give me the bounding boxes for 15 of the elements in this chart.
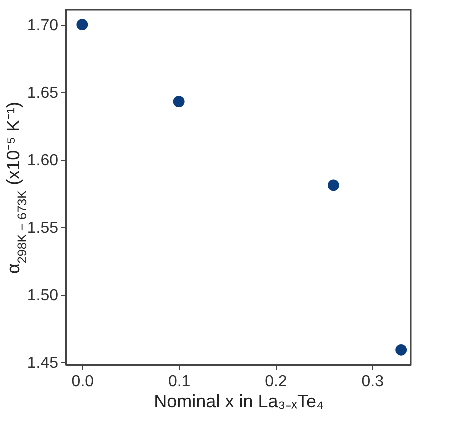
y-tick-label: 1.50 bbox=[27, 287, 59, 304]
point bbox=[328, 180, 340, 192]
y-tick-label: 1.60 bbox=[27, 152, 59, 170]
y-tick-label: 1.45 bbox=[27, 354, 59, 372]
x-tick-label: 0.1 bbox=[168, 374, 191, 390]
point bbox=[173, 96, 185, 108]
x-tick-label: 0.3 bbox=[362, 374, 384, 390]
y-tick-label: 1.55 bbox=[27, 220, 59, 237]
point bbox=[396, 344, 408, 356]
x-tick-label: 0.2 bbox=[265, 374, 288, 390]
x-tick-label: 0.0 bbox=[72, 374, 94, 390]
y-tick-label: 1.65 bbox=[27, 84, 59, 102]
x-axis-title: Nominal x in La₃₋ₓTe₄ bbox=[154, 392, 324, 412]
point bbox=[76, 19, 88, 31]
y-tick-label: 1.70 bbox=[27, 17, 59, 34]
